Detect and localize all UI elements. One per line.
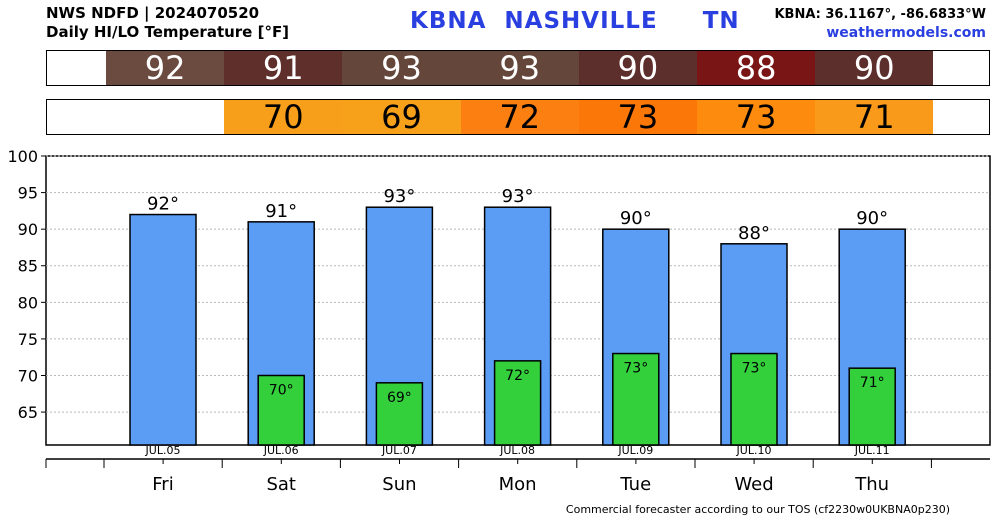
low-bar-label: 73° [742,361,767,377]
day-label: Mon [499,474,537,495]
high-bar-label: 90° [620,208,652,229]
low-bar [493,360,542,446]
date-label: JUL.05 [145,444,181,457]
y-tick-label: 70 [18,366,38,385]
high-temp-cell: 90 [815,49,934,87]
high-temp-strip: 92 91 93 93 90 88 90 [46,49,990,87]
low-temp-cell: 71 [815,98,934,136]
high-bar-label: 93° [502,186,534,207]
day-label: Fri [152,474,173,495]
low-temp-cell [106,100,225,134]
high-bar-label: 93° [383,186,415,207]
y-tick-label: 90 [18,220,38,239]
date-label: JUL.09 [617,444,653,457]
footer-note: Commercial forecaster according to our T… [565,503,950,516]
day-label: Sat [266,474,296,495]
low-bar [257,374,305,446]
high-temp-cell: 91 [224,49,343,87]
low-bar-label: 71° [860,375,885,391]
y-tick-label: 65 [18,403,38,422]
product-header: NWS NDFD | 2024070520 Daily HI/LO Temper… [46,4,289,42]
product-line: NWS NDFD | 2024070520 [46,4,260,22]
low-bar-label: 72° [505,368,530,384]
temperature-chart: 65 70 75 80 85 90 95 100 92° 91° 70° 93° 69° 93° 72° 90… [7,147,991,495]
y-tick-label: 80 [18,293,38,312]
date-label: JUL.11 [854,444,890,457]
low-temp-cell: 73 [578,98,697,136]
date-label: JUL.10 [736,444,772,457]
day-label: Tue [619,474,651,495]
high-bar-label: 90° [856,208,888,229]
y-tick-label: 85 [18,257,38,276]
station-coords: KBNA: 36.1167°, -86.6833°W [774,7,986,22]
low-temp-cell: 73 [697,98,816,136]
low-temp-cell: 70 [224,98,343,136]
high-bar-label: 91° [265,201,297,222]
y-tick-label: 100 [7,147,38,166]
y-tick-label: 75 [18,330,38,349]
station-info: KBNA: 36.1167°, -86.6833°W weathermodels… [774,5,986,43]
high-bar-label: 88° [738,223,770,244]
low-bar-label: 70° [269,382,294,398]
day-label: Thu [854,474,889,495]
y-tick-label: 95 [18,184,38,203]
high-bar [129,213,197,446]
high-bar-label: 92° [147,194,179,215]
low-temp-cell: 72 [460,98,579,136]
high-temp-cell: 88 [697,49,816,87]
low-bar [848,367,896,446]
high-temp-cell: 90 [578,49,697,87]
low-bar [730,352,778,446]
low-temp-cell: 69 [342,98,461,136]
date-label: JUL.07 [381,444,417,457]
day-label: Sun [382,474,416,495]
low-temp-strip: 70 69 72 73 73 71 [46,98,990,136]
day-label: Wed [734,474,773,495]
low-bar [375,382,424,446]
variable-line: Daily HI/LO Temperature [°F] [46,23,290,41]
station-title: KBNA NASHVILLE TN [410,8,740,34]
low-bar-label: 69° [387,390,412,406]
site-link[interactable]: weathermodels.com [826,25,986,41]
low-bar-label: 73° [623,361,648,377]
low-bar [612,352,660,446]
date-label: JUL.06 [263,444,299,457]
date-label: JUL.08 [499,444,535,457]
high-temp-cell: 92 [106,49,225,87]
high-temp-cell: 93 [342,49,461,87]
high-temp-cell: 93 [460,49,579,87]
